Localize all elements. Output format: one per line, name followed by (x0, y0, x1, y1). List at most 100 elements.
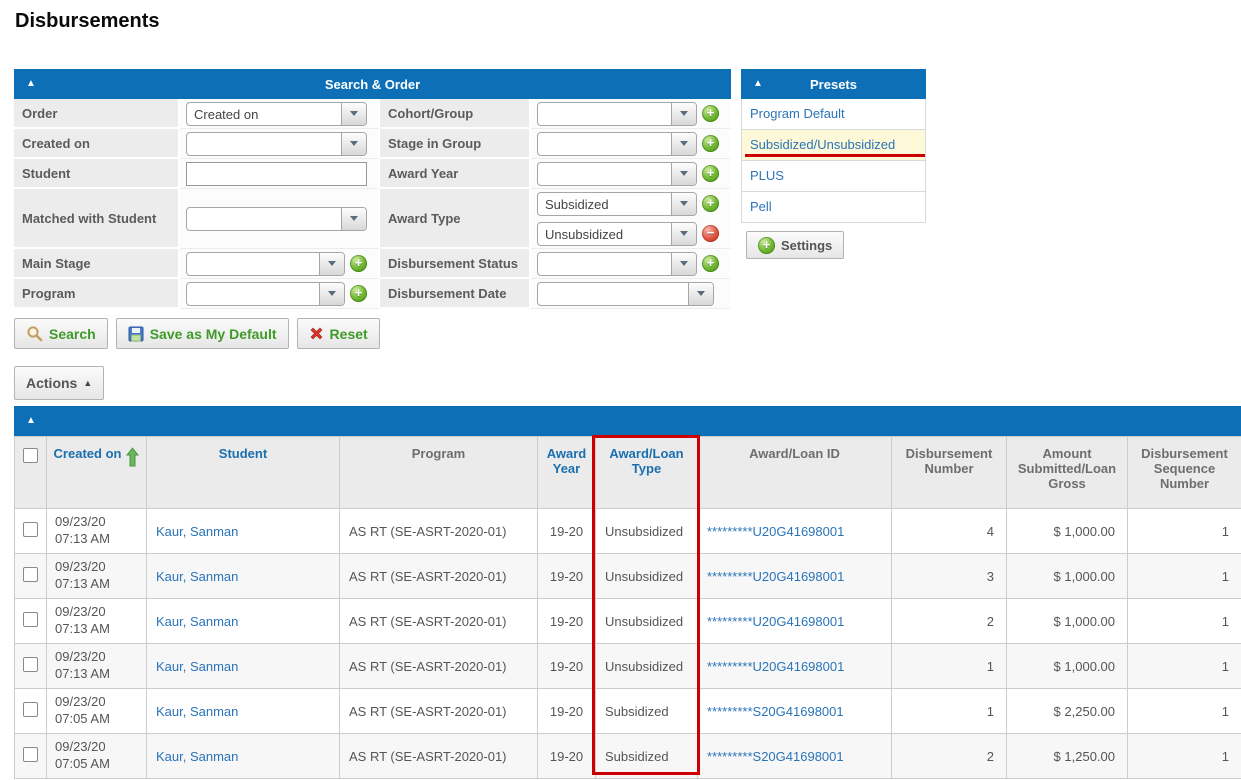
award-year-label: Award Year (380, 159, 531, 189)
row-checkbox[interactable] (23, 567, 38, 582)
column-header-award-year[interactable]: Award Year (537, 436, 596, 509)
award-loan-id-link[interactable]: *********S20G41698001 (707, 703, 844, 719)
search-button[interactable]: Search (14, 318, 108, 349)
stage-in-group-select[interactable] (537, 131, 697, 156)
order-select[interactable]: Created on (186, 101, 367, 126)
disbursement-status-select[interactable] (537, 251, 697, 276)
award-loan-id-link[interactable]: *********S20G41698001 (707, 748, 844, 764)
award-loan-id-link[interactable]: *********U20G41698001 (707, 613, 845, 629)
disbursement-date-select[interactable] (537, 281, 714, 306)
column-header-award-loan-id[interactable]: Award/Loan ID (697, 436, 892, 509)
award-year-select[interactable] (537, 161, 697, 186)
column-header-disbursement-sequence[interactable]: Disbursement Sequence Number (1127, 436, 1241, 509)
student-input[interactable] (186, 161, 367, 186)
chevron-down-icon[interactable] (671, 192, 696, 215)
stage-in-group-select-value (538, 133, 671, 155)
column-header-student[interactable]: Student (146, 436, 340, 509)
column-header-amount-submitted[interactable]: Amount Submitted/Loan Gross (1006, 436, 1128, 509)
reset-button-label: Reset (329, 325, 368, 342)
column-header-disbursement-number[interactable]: Disbursement Number (891, 436, 1007, 509)
created-on-cell: 09/23/20 07:05 AM (46, 688, 147, 734)
collapse-icon[interactable]: ▲ (26, 78, 36, 89)
reset-button[interactable]: Reset (296, 318, 380, 349)
created-on-cell: 09/23/20 07:05 AM (46, 733, 147, 779)
add-program-filter-icon[interactable]: + (350, 285, 367, 302)
add-cohort-filter-icon[interactable]: + (702, 105, 719, 122)
chevron-down-icon[interactable] (341, 207, 366, 230)
chevron-down-icon[interactable] (671, 162, 696, 185)
chevron-down-icon[interactable] (671, 252, 696, 275)
row-checkbox[interactable] (23, 657, 38, 672)
column-header-created-on[interactable]: Created on (46, 436, 147, 509)
column-header-program[interactable]: Program (339, 436, 538, 509)
amount-cell: $ 2,250.00 (1006, 688, 1128, 734)
search-button-label: Search (49, 325, 96, 342)
row-checkbox[interactable] (23, 522, 38, 537)
disbursement-number-cell: 3 (891, 553, 1007, 599)
preset-pell[interactable]: Pell (741, 192, 926, 223)
save-as-default-button-label: Save as My Default (149, 325, 277, 342)
student-link[interactable]: Kaur, Sanman (156, 613, 239, 629)
preset-program-default[interactable]: Program Default (741, 99, 926, 130)
chevron-down-icon[interactable] (341, 102, 366, 125)
collapse-icon[interactable]: ▲ (26, 415, 36, 426)
award-year-cell: 19-20 (537, 553, 596, 599)
amount-cell: $ 1,250.00 (1006, 733, 1128, 779)
chevron-down-icon[interactable] (671, 222, 696, 245)
add-award-type-filter-icon[interactable]: + (702, 195, 719, 212)
table-row: 09/23/20 07:05 AM Kaur, Sanman AS RT (SE… (14, 688, 1241, 734)
sequence-cell: 1 (1127, 733, 1241, 779)
chevron-down-icon[interactable] (319, 252, 344, 275)
sequence-cell: 1 (1127, 688, 1241, 734)
award-loan-id-link[interactable]: *********U20G41698001 (707, 658, 845, 674)
program-label: Program (14, 279, 180, 309)
amount-cell: $ 1,000.00 (1006, 643, 1128, 689)
cohort-group-select[interactable] (537, 101, 697, 126)
search-form: Order Created on Cohort/Group + Created … (14, 99, 731, 309)
save-as-default-button[interactable]: Save as My Default (115, 318, 289, 349)
actions-button[interactable]: Actions ▲ (14, 366, 105, 400)
award-type-select-2[interactable]: Unsubsidized (537, 221, 697, 246)
student-label: Student (14, 159, 180, 189)
chevron-down-icon[interactable] (341, 132, 366, 155)
student-link[interactable]: Kaur, Sanman (156, 703, 239, 719)
remove-award-type-filter-icon[interactable]: − (702, 225, 719, 242)
award-loan-id-link[interactable]: *********U20G41698001 (707, 568, 845, 584)
created-on-header-label: Created on (53, 446, 122, 461)
settings-button[interactable]: + Settings (746, 231, 845, 259)
student-link[interactable]: Kaur, Sanman (156, 748, 239, 764)
reset-x-icon (310, 327, 322, 340)
created-on-select[interactable] (186, 131, 367, 156)
row-checkbox[interactable] (23, 612, 38, 627)
results-header-bar: ▲ (14, 406, 1241, 436)
chevron-down-icon[interactable] (671, 132, 696, 155)
add-icon: + (758, 236, 775, 254)
student-link[interactable]: Kaur, Sanman (156, 658, 239, 674)
add-award-year-filter-icon[interactable]: + (702, 165, 719, 182)
award-type-select-1[interactable]: Subsidized (537, 191, 697, 216)
collapse-icon[interactable]: ▲ (753, 78, 763, 89)
chevron-down-icon[interactable] (671, 102, 696, 125)
sort-ascending-icon[interactable] (126, 446, 140, 468)
student-link[interactable]: Kaur, Sanman (156, 523, 239, 539)
chevron-down-icon[interactable] (319, 282, 344, 305)
award-loan-type-cell: Subsidized (595, 688, 698, 734)
select-all-checkbox[interactable] (23, 448, 38, 463)
add-disbursement-status-filter-icon[interactable]: + (702, 255, 719, 272)
column-header-award-loan-type[interactable]: Award/Loan Type (595, 436, 698, 509)
award-loan-id-link[interactable]: *********U20G41698001 (707, 523, 845, 539)
main-stage-select[interactable] (186, 251, 345, 276)
row-checkbox[interactable] (23, 747, 38, 762)
student-link[interactable]: Kaur, Sanman (156, 568, 239, 584)
add-stage-filter-icon[interactable]: + (702, 135, 719, 152)
table-row: 09/23/20 07:13 AM Kaur, Sanman AS RT (SE… (14, 553, 1241, 599)
matched-with-student-select[interactable] (186, 206, 367, 231)
program-select[interactable] (186, 281, 345, 306)
preset-subsidized-unsubsidized[interactable]: Subsidized/Unsubsidized (741, 130, 926, 161)
preset-plus[interactable]: PLUS (741, 161, 926, 192)
chevron-down-icon[interactable] (688, 282, 713, 305)
award-type-select-1-value: Subsidized (545, 196, 609, 212)
add-main-stage-filter-icon[interactable]: + (350, 255, 367, 272)
presets-title: Presets (810, 76, 857, 92)
row-checkbox[interactable] (23, 702, 38, 717)
